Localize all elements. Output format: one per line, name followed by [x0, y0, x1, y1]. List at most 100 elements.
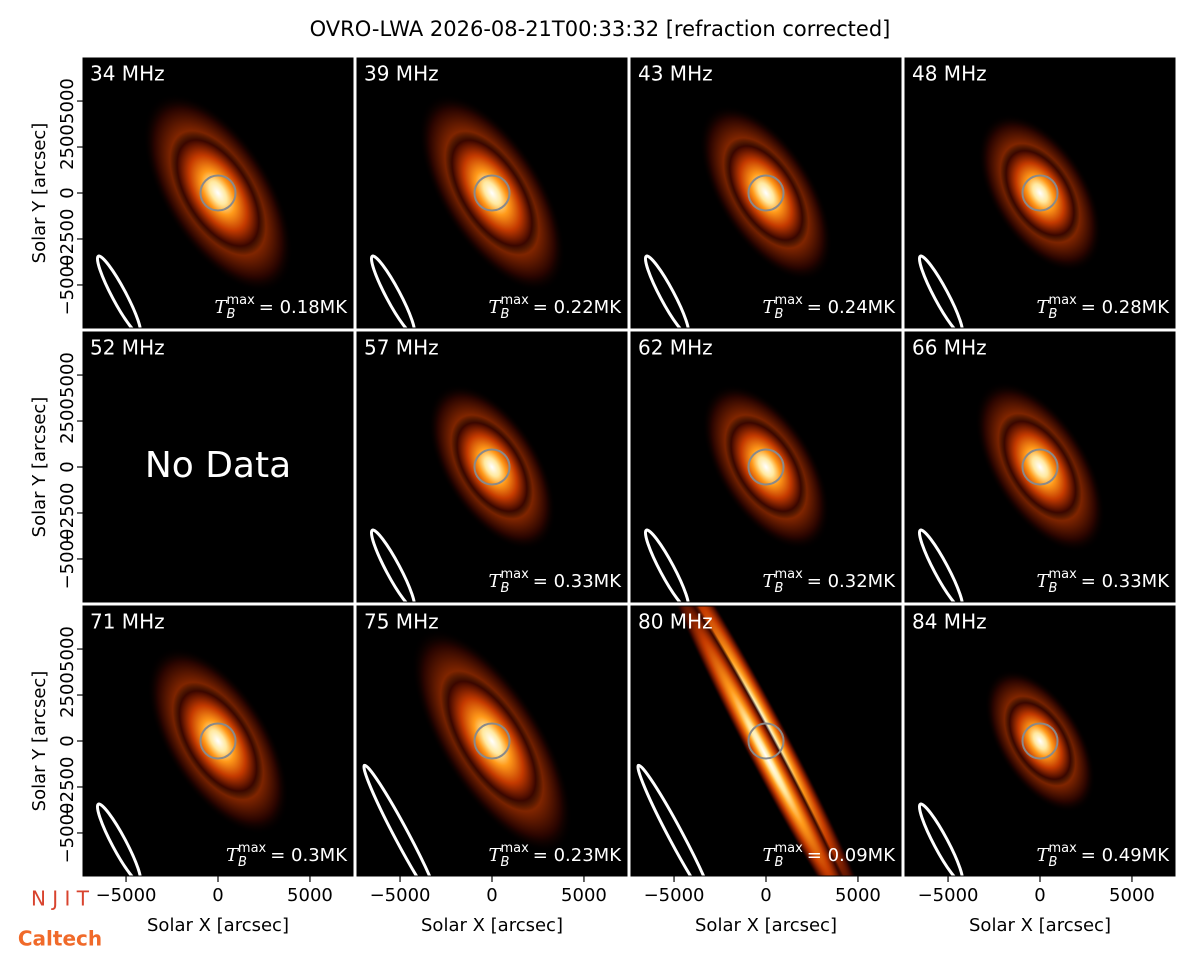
subscript: B: [1049, 855, 1058, 870]
superscript: max: [774, 567, 803, 582]
y-tick-label: 0: [57, 735, 78, 746]
value-text: = 0.33MK: [533, 571, 622, 592]
solar-disk: [1021, 174, 1059, 212]
beam: [362, 763, 442, 876]
tb-max-annotation: TBmax = 0.32MK: [763, 567, 897, 596]
x-tick-label: 0: [212, 885, 223, 906]
y-tick-label: −5000: [57, 255, 78, 316]
y-tick-label: 2500: [57, 672, 78, 718]
y-tick-label: −5000: [57, 529, 78, 590]
no-data-note: No Data: [145, 445, 291, 486]
panel: [83, 58, 353, 328]
beam: [369, 254, 417, 328]
superscript: max: [774, 293, 803, 308]
panel-frame: [356, 57, 628, 329]
x-tick-label: 0: [1034, 885, 1045, 906]
emission: [998, 413, 1082, 521]
panel: [83, 606, 353, 876]
panel-label: 71 MHz: [90, 610, 165, 634]
panel: [83, 332, 353, 602]
panel: [357, 332, 627, 602]
value-text: = 0.28MK: [1081, 297, 1170, 318]
symbol: T: [763, 571, 777, 592]
subscript: B: [775, 581, 784, 596]
subscript: B: [1049, 581, 1058, 596]
x-axis-label: Solar X [arcsec]: [695, 915, 837, 936]
solar-disk: [747, 448, 785, 486]
x-tick-label: 5000: [835, 885, 881, 906]
emission: [724, 414, 808, 520]
symbol: T: [763, 845, 777, 866]
tb-max-annotation: TBmax = 0.33MK: [1037, 567, 1171, 596]
emission: [440, 670, 544, 812]
y-tick-label: −2500: [57, 483, 78, 544]
x-axis-label: Solar X [arcsec]: [421, 915, 563, 936]
x-axis-label: Solar X [arcsec]: [147, 915, 289, 936]
symbol: T: [489, 571, 503, 592]
solar-disk: [1021, 448, 1059, 486]
panel-label: 57 MHz: [364, 336, 439, 360]
beam: [643, 528, 691, 602]
superscript: max: [1048, 567, 1077, 582]
value-text: = 0.32MK: [807, 571, 896, 592]
panel-frame: [904, 331, 1176, 603]
beam: [95, 254, 143, 328]
tb-max-annotation: TBmax = 0.28MK: [1037, 293, 1171, 322]
panel-label: 52 MHz: [90, 336, 165, 360]
tb-max-annotation: TBmax = 0.22MK: [489, 293, 623, 322]
panel-label: 80 MHz: [638, 610, 713, 634]
emission: [445, 130, 539, 256]
panel: [631, 332, 901, 602]
solar-disk: [747, 174, 785, 212]
symbol: T: [763, 297, 777, 318]
symbol: T: [226, 845, 240, 866]
beam: [917, 528, 965, 602]
x-tick-label: −5000: [370, 885, 431, 906]
x-tick-label: −5000: [644, 885, 705, 906]
symbol: T: [489, 297, 503, 318]
figure-title: OVRO-LWA 2026-08-21T00:33:32 [refraction…: [310, 17, 891, 41]
y-tick-label: 0: [57, 461, 78, 472]
subscript: B: [238, 855, 247, 870]
panel-frame: [630, 57, 902, 329]
panel-label: 75 MHz: [364, 610, 439, 634]
symbol: T: [489, 845, 503, 866]
y-tick-label: 5000: [57, 78, 78, 124]
panel: [905, 606, 1175, 876]
solar-disk: [473, 174, 511, 212]
panel: [357, 58, 627, 328]
panel: [631, 58, 901, 328]
y-tick-label: 5000: [57, 352, 78, 398]
beam: [369, 528, 417, 602]
solar-disk: [747, 722, 785, 760]
solar-disk: [473, 448, 511, 486]
logo-njit: N J I T: [31, 887, 90, 911]
value-text: = 0.18MK: [259, 297, 348, 318]
superscript: max: [226, 293, 255, 308]
superscript: max: [774, 841, 803, 856]
beam: [636, 763, 716, 876]
y-tick-label: −2500: [57, 757, 78, 818]
panel: [905, 58, 1175, 328]
value-text: = 0.3MK: [270, 845, 348, 866]
value-text: = 0.22MK: [533, 297, 622, 318]
subscript: B: [501, 581, 510, 596]
solar-disk: [1021, 722, 1059, 760]
y-tick-label: −5000: [57, 803, 78, 864]
symbol: T: [1037, 571, 1051, 592]
tb-max-annotation: TBmax = 0.24MK: [763, 293, 897, 322]
value-text: = 0.49MK: [1081, 845, 1170, 866]
panel: [357, 606, 627, 876]
y-tick-label: 0: [57, 187, 78, 198]
x-axis-label: Solar X [arcsec]: [969, 915, 1111, 936]
x-tick-label: 5000: [561, 885, 607, 906]
panel: [905, 332, 1175, 602]
y-axis-label: Solar Y [arcsec]: [29, 671, 50, 812]
emission: [169, 130, 267, 256]
subscript: B: [1049, 307, 1058, 322]
y-tick-label: 2500: [57, 398, 78, 444]
logo-caltech: Caltech: [18, 927, 102, 951]
beam: [917, 802, 965, 876]
y-tick-label: −2500: [57, 209, 78, 270]
